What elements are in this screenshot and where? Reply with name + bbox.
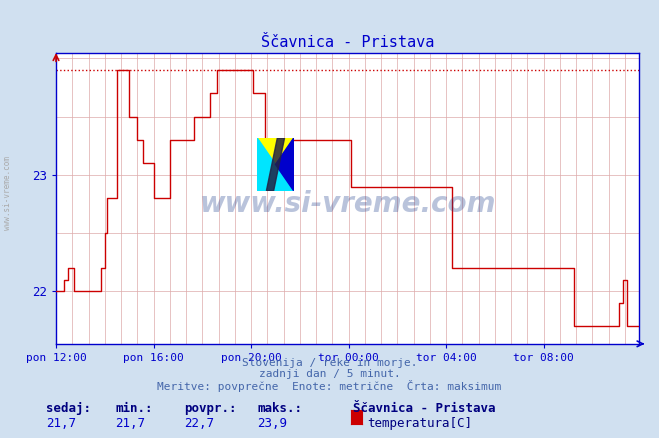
- Text: maks.:: maks.:: [257, 402, 302, 415]
- Text: zadnji dan / 5 minut.: zadnji dan / 5 minut.: [258, 369, 401, 379]
- Text: 21,7: 21,7: [46, 417, 76, 430]
- Text: 22,7: 22,7: [185, 417, 215, 430]
- Polygon shape: [275, 138, 294, 191]
- Text: Ščavnica - Pristava: Ščavnica - Pristava: [353, 402, 495, 415]
- Title: Ščavnica - Pristava: Ščavnica - Pristava: [261, 35, 434, 50]
- Polygon shape: [266, 138, 285, 191]
- Text: sedaj:: sedaj:: [46, 402, 91, 415]
- Polygon shape: [258, 138, 294, 191]
- Text: povpr.:: povpr.:: [185, 402, 237, 415]
- Text: temperatura[C]: temperatura[C]: [367, 417, 472, 430]
- Polygon shape: [258, 138, 294, 191]
- Text: Meritve: povprečne  Enote: metrične  Črta: maksimum: Meritve: povprečne Enote: metrične Črta:…: [158, 380, 501, 392]
- Text: www.si-vreme.com: www.si-vreme.com: [200, 190, 496, 218]
- Text: 23,9: 23,9: [257, 417, 287, 430]
- Text: 21,7: 21,7: [115, 417, 146, 430]
- Text: www.si-vreme.com: www.si-vreme.com: [3, 156, 13, 230]
- Text: Slovenija / reke in morje.: Slovenija / reke in morje.: [242, 358, 417, 368]
- Text: min.:: min.:: [115, 402, 153, 415]
